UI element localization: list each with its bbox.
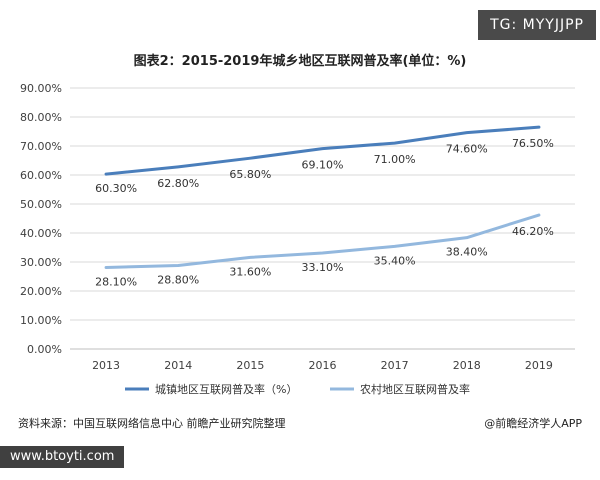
legend-label: 农村地区互联网普及率 [360,382,470,396]
tag-badge: TG: MYYJJPP [478,10,596,40]
data-label: 33.10% [302,261,344,274]
legend: 城镇地区互联网普及率（%） 农村地区互联网普及率 [125,382,470,396]
data-label: 46.20% [512,225,554,238]
x-tick-label: 2019 [525,359,553,372]
site-watermark: www.btoyti.com [0,446,125,468]
axis-labels: 0.00% 10.00% 20.00% 30.00% 40.00% 50.00% 60.00… [20,82,553,372]
grid-lines [70,87,575,350]
y-tick-label: 30.00% [20,256,62,269]
legend-label: 城镇地区互联网普及率（%） [155,382,297,396]
x-tick-label: 2015 [236,359,264,372]
data-label: 38.40% [446,246,488,259]
y-tick-label: 10.00% [20,314,62,327]
data-label: 28.80% [157,273,199,286]
series-lines [104,125,541,270]
data-label: 74.60% [446,143,488,156]
source-note: 资料来源：中国互联网络信息中心 前瞻产业研究院整理 [18,417,286,430]
x-tick-label: 2014 [164,359,192,372]
data-label: 71.00% [374,153,416,166]
data-label: 60.30% [95,182,137,195]
x-tick-label: 2017 [381,359,409,372]
y-tick-label: 20.00% [20,285,62,298]
data-label: 35.40% [374,254,416,267]
y-tick-label: 60.00% [20,169,62,182]
data-label: 69.10% [302,159,344,172]
x-tick-label: 2018 [453,359,481,372]
data-label: 31.60% [229,265,271,278]
credit-note: @前瞻经济学人APP [484,417,582,430]
data-label: 62.80% [157,177,199,190]
data-labels: 60.30% 62.80% 65.80% 69.10% 71.00% 74.60% 76.5… [95,137,554,288]
y-tick-label: 80.00% [20,111,62,124]
data-label: 76.50% [512,137,554,150]
y-tick-label: 50.00% [20,198,62,211]
y-tick-label: 40.00% [20,227,62,240]
x-tick-label: 2016 [309,359,337,372]
chart-title: 图表2：2015-2019年城乡地区互联网普及率(单位：%) [133,54,467,69]
y-tick-label: 90.00% [20,82,62,95]
series-line [104,125,541,176]
x-tick-label: 2013 [92,359,120,372]
line-chart: 0.00% 10.00% 20.00% 30.00% 40.00% 50.00% 60.00… [20,82,575,396]
data-label: 65.80% [229,168,271,181]
series-line [104,213,541,270]
y-tick-label: 70.00% [20,140,62,153]
data-label: 28.10% [95,276,137,289]
y-tick-label: 0.00% [27,343,62,356]
